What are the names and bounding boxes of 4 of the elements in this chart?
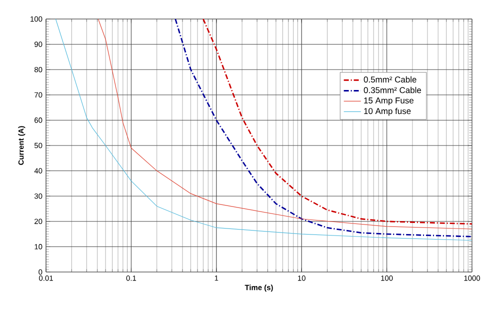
legend-label: 0.35mm² Cable <box>364 86 422 94</box>
legend-label: 0.5mm² Cable <box>364 76 416 83</box>
legend-label: 15 Amp Fuse <box>364 98 414 106</box>
legend-label: 10 Amp fuse <box>364 108 411 116</box>
